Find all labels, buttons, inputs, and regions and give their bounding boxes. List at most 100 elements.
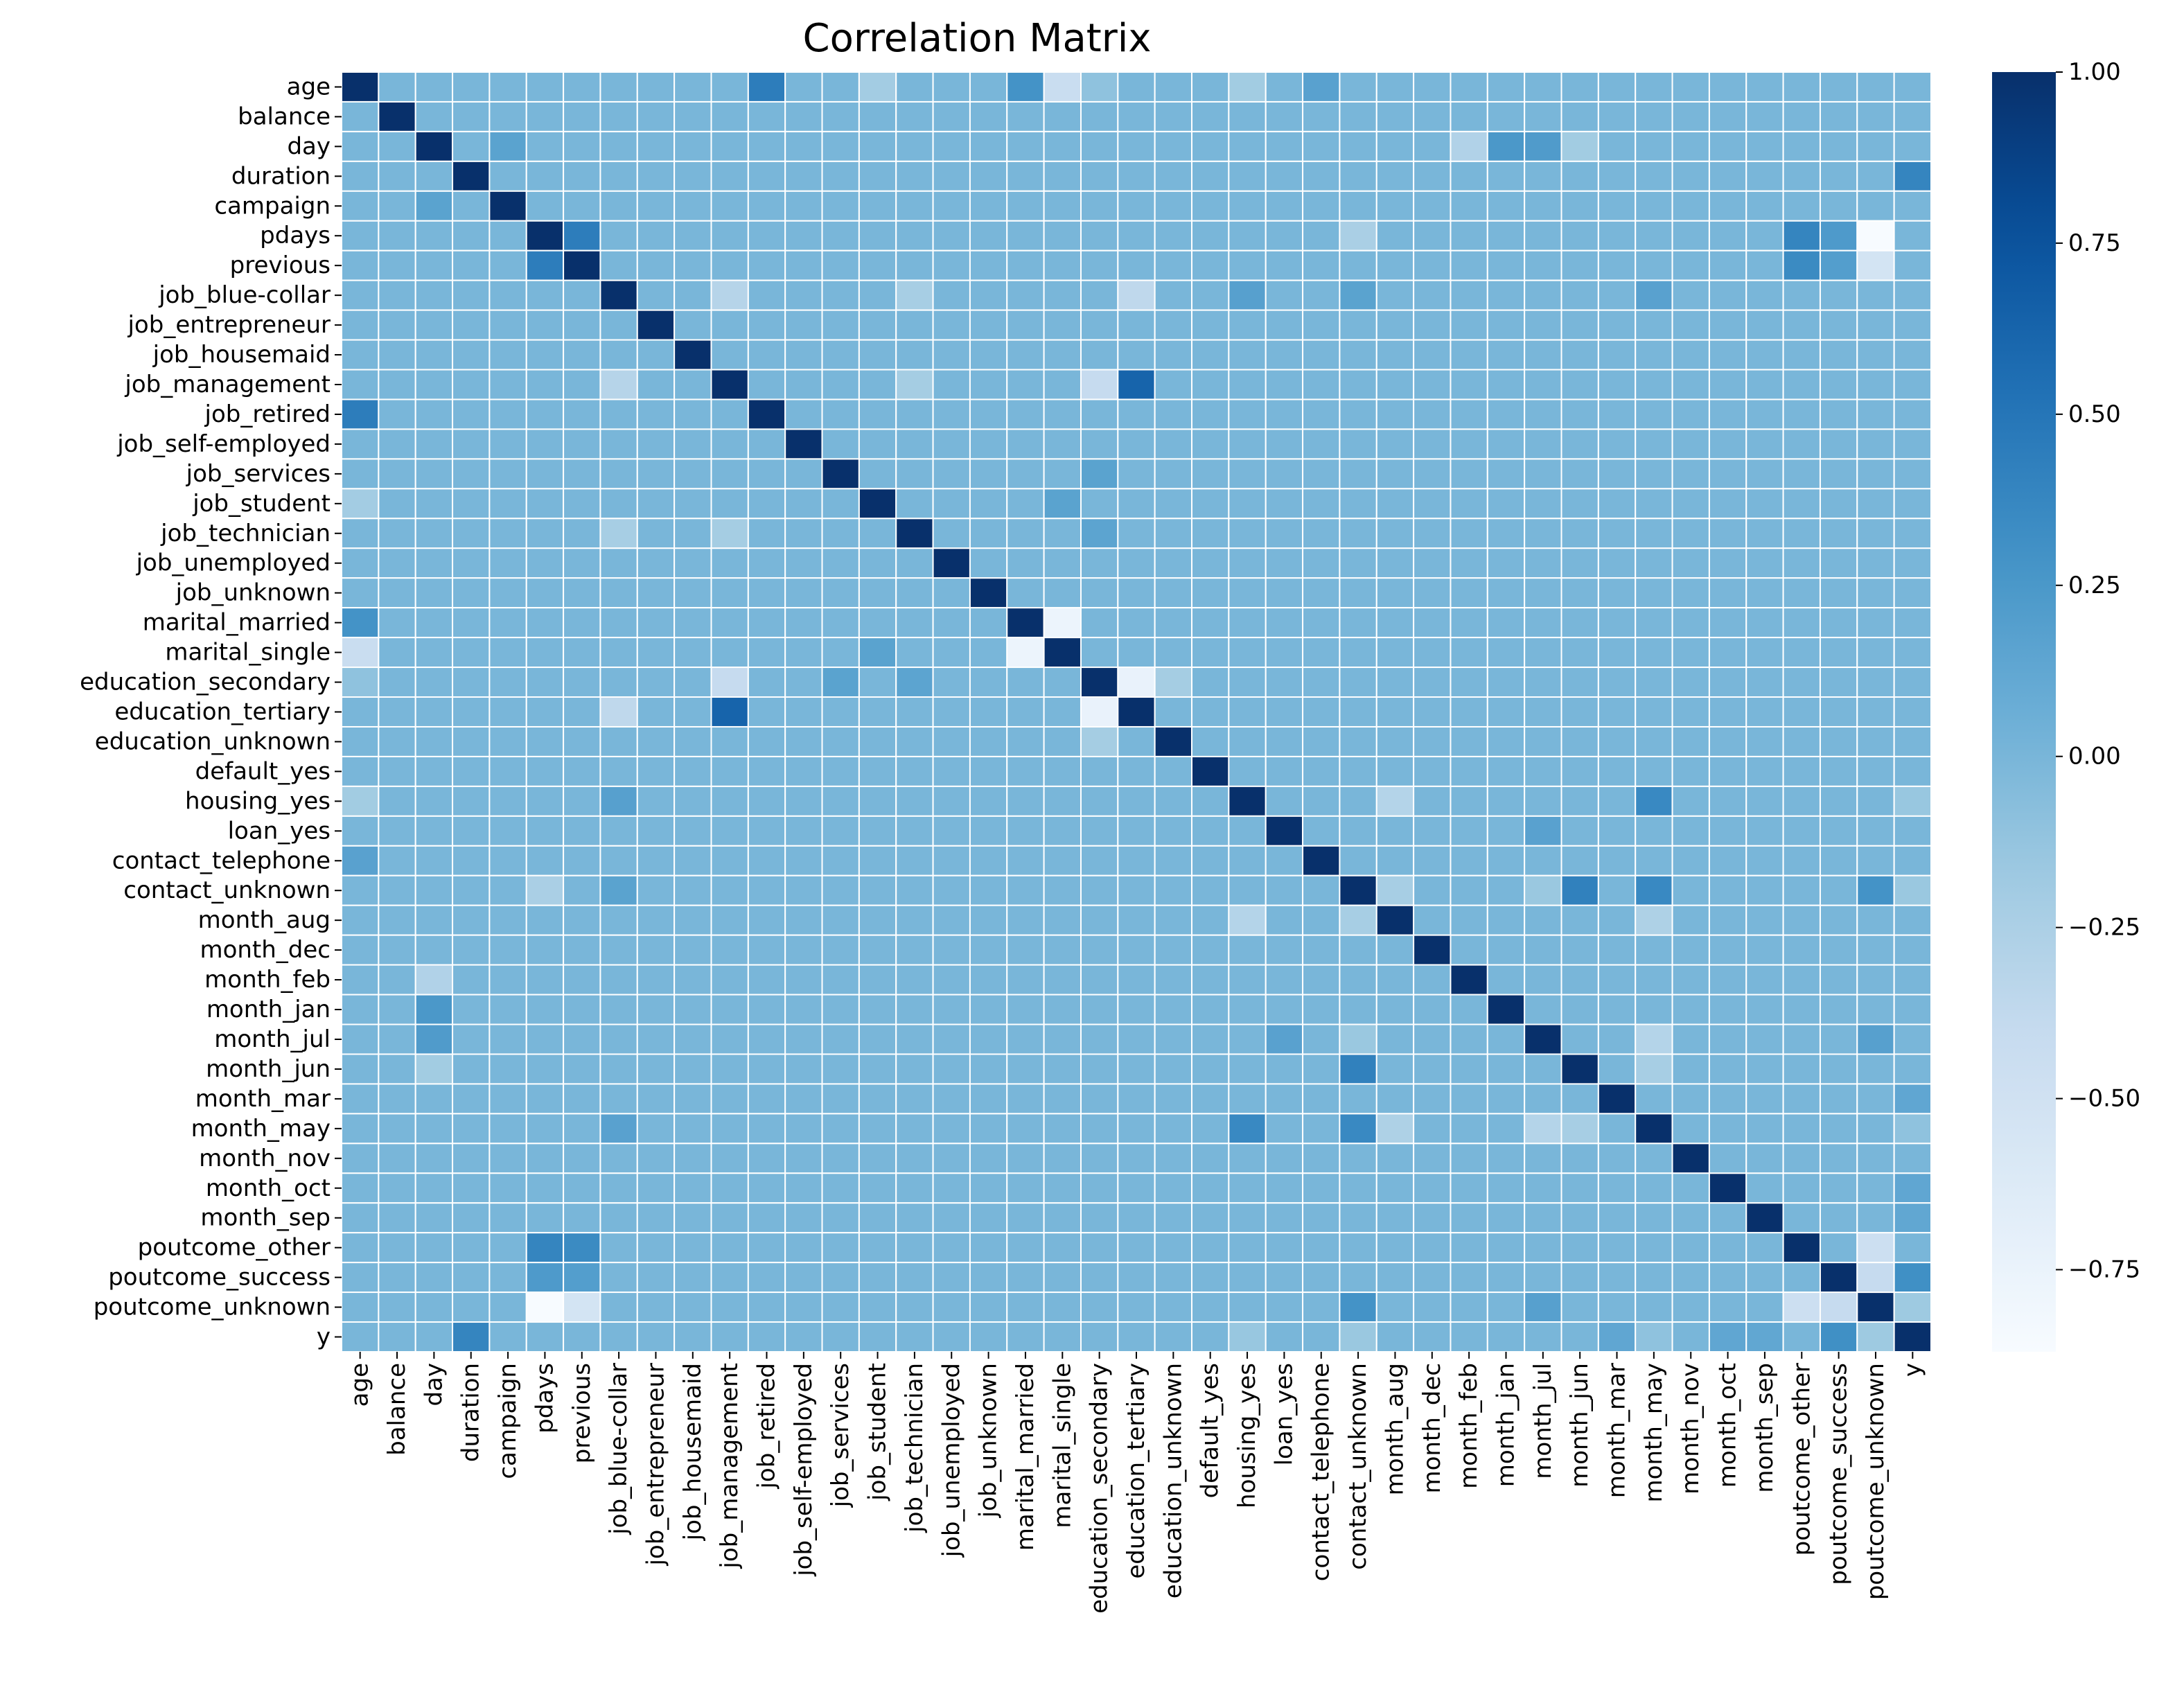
heatmap-cell	[488, 607, 527, 639]
heatmap-cell	[414, 369, 454, 400]
heatmap-cell	[1265, 518, 1304, 549]
heatmap-cell	[784, 994, 823, 1025]
heatmap-cell	[1302, 934, 1341, 966]
heatmap-cell	[1560, 339, 1599, 371]
heatmap-cell	[1745, 1232, 1784, 1264]
heatmap-cell	[1375, 130, 1415, 162]
heatmap-cell	[1856, 220, 1895, 252]
heatmap-cell	[895, 1232, 934, 1264]
heatmap-cell	[1117, 904, 1156, 936]
heatmap-cell	[1450, 1053, 1488, 1085]
row-tick-label: job_management	[124, 371, 331, 398]
heatmap-cell	[1560, 398, 1599, 430]
row-tick-label: job_blue-collar	[158, 281, 331, 309]
heatmap-cell	[1856, 904, 1895, 936]
heatmap-cell	[1782, 279, 1821, 311]
heatmap-cell	[1708, 845, 1747, 876]
heatmap-cell	[488, 458, 527, 490]
heatmap-cell	[747, 577, 786, 609]
heatmap-cell	[1154, 190, 1193, 222]
column-tick-labels: age balance day duration campaign pdays previo…	[346, 1352, 1926, 1614]
heatmap-cell	[1856, 249, 1895, 281]
heatmap-cell	[341, 1321, 380, 1353]
heatmap-cell	[1560, 1172, 1599, 1204]
heatmap-cell	[1893, 607, 1932, 639]
heatmap-cell	[636, 1113, 676, 1145]
heatmap-cell	[1893, 755, 1932, 787]
heatmap-cell	[452, 994, 491, 1025]
heatmap-cell	[1856, 1143, 1895, 1174]
heatmap-cell	[1671, 518, 1710, 549]
heatmap-cell	[710, 518, 749, 549]
heatmap-cell	[1006, 607, 1045, 639]
heatmap-cell	[1524, 369, 1562, 400]
heatmap-cell	[378, 1113, 416, 1145]
heatmap-cell	[1043, 1053, 1082, 1085]
heatmap-cell	[1265, 190, 1304, 222]
heatmap-cell	[969, 934, 1008, 966]
heatmap-cell	[858, 547, 897, 579]
heatmap-cell	[488, 249, 527, 281]
heatmap-cell	[1413, 1172, 1452, 1204]
heatmap-cell	[414, 1113, 454, 1145]
heatmap-cell	[784, 1113, 823, 1145]
heatmap-cell	[1782, 71, 1821, 103]
heatmap-cell	[710, 398, 749, 430]
heatmap-cell	[599, 100, 638, 132]
row-tick-label: duration	[231, 162, 331, 190]
heatmap-cell	[452, 815, 491, 847]
heatmap-cell	[1043, 994, 1082, 1025]
heatmap-cell	[1339, 904, 1377, 936]
heatmap-cell	[1006, 1172, 1045, 1204]
heatmap-cell	[488, 309, 527, 341]
heatmap-cell	[378, 994, 416, 1025]
heatmap-cell	[1745, 309, 1784, 341]
heatmap-cell	[1080, 815, 1119, 847]
heatmap-cell	[1745, 725, 1784, 757]
heatmap-cell	[1782, 785, 1821, 817]
heatmap-cell	[599, 1143, 638, 1174]
heatmap-cell	[452, 755, 491, 787]
heatmap-cell	[563, 369, 601, 400]
heatmap-cell	[858, 994, 897, 1025]
heatmap-cell	[1782, 249, 1821, 281]
heatmap-cell	[414, 964, 454, 996]
heatmap-cell	[1450, 725, 1488, 757]
heatmap-cell	[414, 1023, 454, 1055]
heatmap-cell	[1450, 547, 1488, 579]
heatmap-cell	[1117, 1202, 1156, 1234]
heatmap-cell	[1782, 1262, 1821, 1294]
heatmap-cell	[932, 994, 971, 1025]
heatmap-cell	[1375, 220, 1415, 252]
heatmap-cell	[525, 815, 565, 847]
heatmap-cell	[1339, 1023, 1377, 1055]
heatmap-cell	[1450, 249, 1488, 281]
heatmap-cell	[1339, 964, 1377, 996]
heatmap-cell	[1671, 130, 1710, 162]
heatmap-cell	[1265, 428, 1304, 460]
heatmap-cell	[378, 845, 416, 876]
column-tick-label: job_retired	[753, 1363, 781, 1490]
heatmap-cell	[1524, 1202, 1562, 1234]
heatmap-cell	[1043, 1113, 1082, 1145]
heatmap-cell	[1708, 874, 1747, 906]
row-tick-label: marital_married	[143, 609, 331, 637]
heatmap-cell	[1117, 249, 1156, 281]
row-tick-label: job_unknown	[175, 579, 331, 607]
column-tick-label: loan_yes	[1270, 1363, 1298, 1465]
heatmap-cell	[1117, 785, 1156, 817]
heatmap-cell	[1228, 1053, 1267, 1085]
heatmap-cell	[488, 1053, 527, 1085]
heatmap-cell	[1375, 845, 1415, 876]
heatmap-cell	[1486, 220, 1526, 252]
heatmap-cell	[1819, 755, 1858, 787]
heatmap-cell	[1117, 1232, 1156, 1264]
heatmap-cell	[1413, 815, 1452, 847]
heatmap-cell	[1228, 488, 1267, 520]
column-tick-label: job_student	[864, 1363, 892, 1501]
heatmap-cell	[1006, 934, 1045, 966]
heatmap-cell	[784, 1172, 823, 1204]
heatmap-cell	[1782, 994, 1821, 1025]
heatmap-cell	[1228, 1232, 1267, 1264]
heatmap-cell	[1080, 577, 1119, 609]
